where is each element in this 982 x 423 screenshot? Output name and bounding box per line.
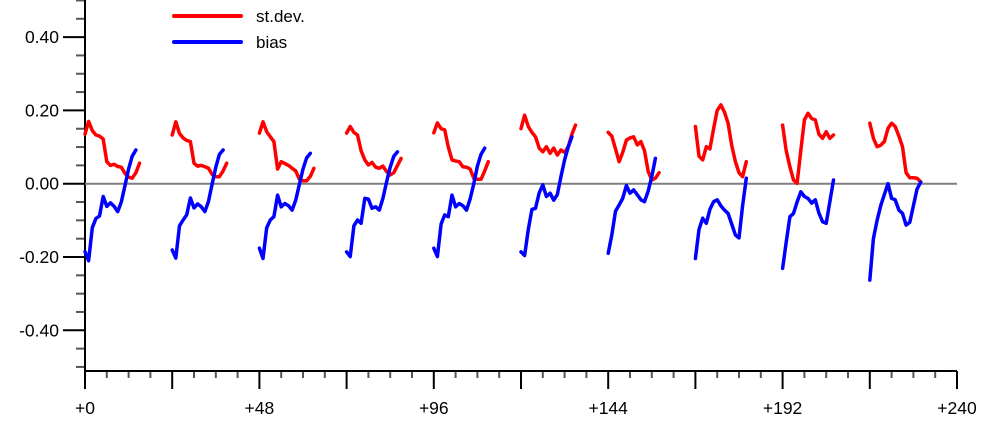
svg-text:0.20: 0.20	[25, 100, 59, 120]
svg-text:+0: +0	[75, 398, 95, 418]
legend-item-stdev: st.dev.	[172, 3, 305, 29]
bias-line-swatch	[172, 40, 243, 44]
legend-item-bias: bias	[172, 29, 305, 55]
svg-text:0.00: 0.00	[25, 174, 59, 194]
svg-text:+240: +240	[937, 398, 977, 418]
svg-text:+144: +144	[588, 398, 628, 418]
chart-legend: st.dev. bias	[172, 3, 305, 55]
svg-text:+48: +48	[245, 398, 275, 418]
svg-text:0.40: 0.40	[25, 27, 59, 47]
svg-text:+192: +192	[763, 398, 802, 418]
svg-text:-0.40: -0.40	[19, 320, 59, 340]
stdev-line-swatch	[172, 14, 243, 18]
svg-text:+96: +96	[419, 398, 449, 418]
legend-label-bias: bias	[256, 32, 288, 52]
svg-text:-0.20: -0.20	[19, 247, 59, 267]
legend-label-stdev: st.dev.	[256, 6, 305, 26]
